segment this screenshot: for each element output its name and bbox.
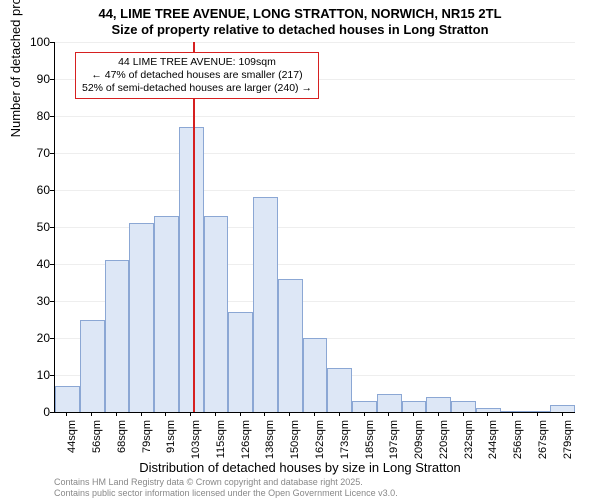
x-tick-label: 44sqm [66,420,78,470]
y-tick-label: 60 [10,183,50,197]
gridline [55,190,575,191]
x-tick-mark [413,412,414,416]
histogram-bar [451,401,476,412]
x-tick-mark [240,412,241,416]
y-tick-mark [50,338,54,339]
histogram-bar [105,260,130,412]
x-tick-mark [91,412,92,416]
y-tick-label: 90 [10,72,50,86]
histogram-bar [129,223,154,412]
x-tick-mark [165,412,166,416]
x-tick-label: 279sqm [562,420,574,470]
x-tick-label: 173sqm [339,420,351,470]
y-tick-mark [50,42,54,43]
y-tick-mark [50,412,54,413]
x-tick-mark [463,412,464,416]
x-tick-label: 126sqm [240,420,252,470]
x-tick-label: 232sqm [463,420,475,470]
x-tick-label: 185sqm [364,420,376,470]
chart-title-line1: 44, LIME TREE AVENUE, LONG STRATTON, NOR… [0,6,600,21]
x-tick-label: 197sqm [388,420,400,470]
y-tick-mark [50,116,54,117]
x-tick-mark [388,412,389,416]
y-tick-label: 0 [10,405,50,419]
y-tick-mark [50,190,54,191]
gridline [55,116,575,117]
x-tick-mark [562,412,563,416]
chart-title-line2: Size of property relative to detached ho… [0,22,600,37]
x-tick-mark [141,412,142,416]
x-tick-mark [314,412,315,416]
annotation-line: ← 47% of detached houses are smaller (21… [82,69,312,82]
x-tick-label: 162sqm [314,420,326,470]
histogram-bar [327,368,352,412]
histogram-bar [303,338,328,412]
gridline [55,153,575,154]
y-tick-mark [50,153,54,154]
annotation-line: 52% of semi-detached houses are larger (… [82,82,312,95]
x-tick-label: 91sqm [165,420,177,470]
x-tick-label: 267sqm [537,420,549,470]
y-tick-label: 40 [10,257,50,271]
gridline [55,42,575,43]
histogram-bar [179,127,204,412]
annotation-box: 44 LIME TREE AVENUE: 109sqm← 47% of deta… [75,52,319,99]
plot-area: 44 LIME TREE AVENUE: 109sqm← 47% of deta… [54,42,575,413]
x-tick-label: 68sqm [116,420,128,470]
y-tick-mark [50,227,54,228]
x-tick-mark [339,412,340,416]
x-tick-mark [116,412,117,416]
annotation-line: 44 LIME TREE AVENUE: 109sqm [82,56,312,69]
histogram-bar [426,397,451,412]
y-tick-label: 50 [10,220,50,234]
histogram-bar [253,197,278,412]
x-tick-mark [537,412,538,416]
y-tick-label: 20 [10,331,50,345]
x-tick-label: 103sqm [190,420,202,470]
chart-container: 44, LIME TREE AVENUE, LONG STRATTON, NOR… [0,0,600,500]
x-tick-mark [512,412,513,416]
histogram-bar [550,405,575,412]
y-tick-mark [50,264,54,265]
x-tick-mark [190,412,191,416]
histogram-bar [352,401,377,412]
y-tick-mark [50,375,54,376]
histogram-bar [402,401,427,412]
x-tick-mark [264,412,265,416]
y-tick-mark [50,301,54,302]
footer-attribution: Contains HM Land Registry data © Crown c… [54,477,398,498]
y-tick-label: 30 [10,294,50,308]
y-tick-label: 10 [10,368,50,382]
histogram-bar [55,386,80,412]
x-tick-mark [438,412,439,416]
x-tick-mark [66,412,67,416]
x-tick-mark [487,412,488,416]
y-tick-label: 70 [10,146,50,160]
x-tick-label: 115sqm [215,420,227,470]
x-tick-mark [289,412,290,416]
y-tick-label: 100 [10,35,50,49]
footer-line2: Contains public sector information licen… [54,488,398,498]
histogram-bar [525,411,550,412]
x-tick-label: 138sqm [264,420,276,470]
x-tick-label: 56sqm [91,420,103,470]
x-tick-label: 209sqm [413,420,425,470]
x-tick-label: 150sqm [289,420,301,470]
y-tick-mark [50,79,54,80]
x-tick-label: 244sqm [487,420,499,470]
x-tick-label: 79sqm [141,420,153,470]
histogram-bar [154,216,179,412]
x-tick-mark [364,412,365,416]
histogram-bar [377,394,402,413]
histogram-bar [80,320,105,413]
x-tick-label: 220sqm [438,420,450,470]
histogram-bar [228,312,253,412]
footer-line1: Contains HM Land Registry data © Crown c… [54,477,398,487]
histogram-bar [278,279,303,412]
histogram-bar [204,216,229,412]
x-tick-mark [215,412,216,416]
y-tick-label: 80 [10,109,50,123]
x-tick-label: 256sqm [512,420,524,470]
